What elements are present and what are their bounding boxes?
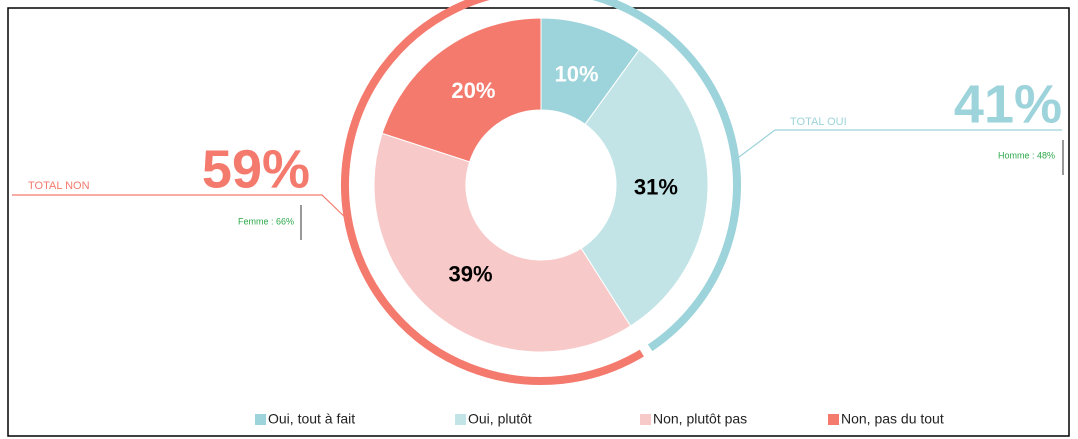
legend-swatch <box>455 414 466 425</box>
total-note: Homme : 48% <box>998 150 1055 160</box>
legend-swatch <box>828 414 839 425</box>
leader-line <box>12 194 351 223</box>
total-note: Femme : 66% <box>238 216 294 226</box>
total-value: 41% <box>954 74 1062 134</box>
total-label: TOTAL OUI <box>790 116 847 128</box>
legend-label: Oui, tout à fait <box>268 411 355 427</box>
slice-label: 39% <box>448 262 492 287</box>
donut-slice <box>381 17 542 163</box>
total-ring <box>341 0 644 385</box>
legend-label: Non, plutôt pas <box>653 411 747 427</box>
leader-line <box>734 129 1062 161</box>
slice-label: 31% <box>634 174 678 199</box>
legend-label: Oui, plutôt <box>468 411 532 427</box>
legend-swatch <box>640 414 651 425</box>
legend-swatch <box>255 414 266 425</box>
donut-slice <box>580 49 709 327</box>
legend-label: Non, pas du tout <box>841 411 944 427</box>
total-value: 59% <box>202 139 310 199</box>
donut-slice <box>373 132 632 353</box>
total-label: TOTAL NON <box>28 180 90 192</box>
slice-label: 10% <box>555 61 599 86</box>
total-ring <box>592 0 741 352</box>
slice-label: 20% <box>451 78 495 103</box>
